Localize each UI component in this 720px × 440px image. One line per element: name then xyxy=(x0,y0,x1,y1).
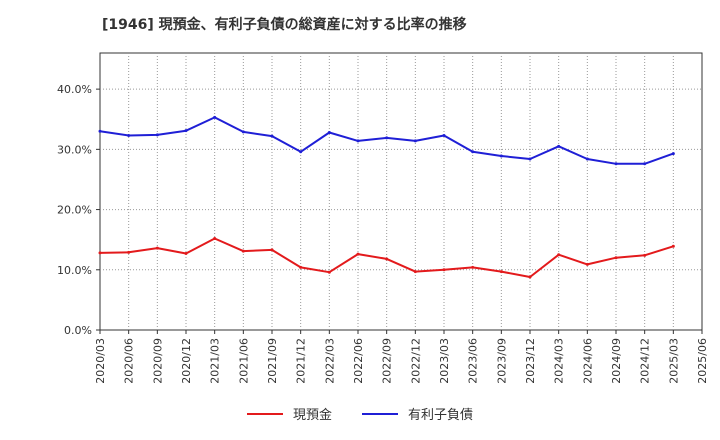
y-tick-label: 40.0% xyxy=(57,83,92,96)
x-tick-label: 2023/06 xyxy=(467,338,480,384)
x-tick-label: 2021/03 xyxy=(209,338,222,384)
x-tick-label: 2022/03 xyxy=(323,338,336,384)
legend-item-cash: 現預金 xyxy=(246,404,332,423)
data-point xyxy=(385,136,389,140)
data-point xyxy=(184,252,188,256)
data-point xyxy=(270,248,274,252)
chart-title: [1946] 現預金、有利子負債の総資産に対する比率の推移 xyxy=(102,17,467,33)
data-point xyxy=(213,115,217,119)
data-point xyxy=(98,251,102,255)
data-point xyxy=(413,270,417,274)
data-point xyxy=(155,133,159,137)
data-point xyxy=(270,134,274,138)
x-tick-label: 2025/03 xyxy=(667,338,680,384)
data-point xyxy=(442,133,446,137)
data-point xyxy=(299,150,303,154)
legend-item-debt: 有利子負債 xyxy=(362,404,473,423)
x-tick-label: 2023/03 xyxy=(438,338,451,384)
data-point xyxy=(643,253,647,257)
data-point xyxy=(356,252,360,256)
plot-area xyxy=(99,52,703,331)
x-tick-label: 2024/06 xyxy=(581,338,594,384)
y-tick-label: 0.0% xyxy=(64,324,92,337)
x-tick-label: 2021/06 xyxy=(237,338,250,384)
data-point xyxy=(557,144,561,148)
data-point xyxy=(471,265,475,269)
series-lines xyxy=(98,115,675,279)
y-axis-ticks: 0.0% 10.0% 20.0% 30.0% 40.0% xyxy=(57,83,100,337)
legend-label-debt: 有利子負債 xyxy=(408,408,474,423)
y-tick-label: 30.0% xyxy=(57,143,92,156)
data-point xyxy=(528,275,532,279)
data-point xyxy=(241,130,245,134)
data-point xyxy=(213,236,217,240)
data-point xyxy=(155,246,159,250)
data-point xyxy=(299,265,303,269)
data-point xyxy=(98,129,102,133)
x-tick-label: 2022/09 xyxy=(381,338,394,384)
x-tick-label: 2023/12 xyxy=(524,338,537,384)
data-point xyxy=(671,152,675,156)
data-point xyxy=(557,253,561,257)
data-point xyxy=(643,162,647,166)
legend: 現預金 有利子負債 xyxy=(0,404,720,423)
legend-swatch-cash xyxy=(246,412,283,415)
data-point xyxy=(614,256,618,260)
x-axis-ticks: 2020/03 2020/06 2020/09 2020/12 2021/03 2021/… xyxy=(94,330,709,384)
x-tick-label: 2020/03 xyxy=(94,338,107,384)
data-point xyxy=(499,154,503,158)
x-tick-label: 2020/06 xyxy=(123,338,136,384)
data-point xyxy=(585,262,589,266)
legend-label-cash: 現預金 xyxy=(292,408,332,423)
data-point xyxy=(241,249,245,253)
data-point xyxy=(528,157,532,161)
data-point xyxy=(585,157,589,161)
x-tick-label: 2024/12 xyxy=(639,338,652,384)
y-tick-label: 10.0% xyxy=(57,264,92,277)
x-tick-label: 2023/09 xyxy=(495,338,508,384)
data-point xyxy=(671,244,675,248)
grid-vertical xyxy=(128,53,674,330)
data-point xyxy=(356,139,360,143)
data-point xyxy=(614,162,618,166)
x-tick-label: 2022/06 xyxy=(352,338,365,384)
data-point xyxy=(327,270,331,274)
grid-horizontal xyxy=(100,88,702,271)
legend-swatch-debt xyxy=(362,412,398,415)
x-tick-label: 2020/09 xyxy=(151,338,164,384)
x-tick-label: 2025/06 xyxy=(696,338,709,384)
data-point xyxy=(327,130,331,134)
y-tick-label: 20.0% xyxy=(57,204,92,217)
x-tick-label: 2024/03 xyxy=(553,338,566,384)
data-point xyxy=(413,139,417,143)
x-tick-label: 2024/09 xyxy=(610,338,623,384)
data-point xyxy=(471,150,475,154)
data-point xyxy=(442,268,446,272)
data-point xyxy=(127,133,131,137)
x-tick-label: 2021/09 xyxy=(266,338,279,384)
x-tick-label: 2021/12 xyxy=(295,338,308,384)
data-point xyxy=(184,129,188,133)
data-point xyxy=(499,270,503,274)
x-tick-label: 2022/12 xyxy=(409,338,422,384)
data-point xyxy=(385,257,389,261)
data-point xyxy=(127,250,131,254)
x-tick-label: 2020/12 xyxy=(180,338,193,384)
